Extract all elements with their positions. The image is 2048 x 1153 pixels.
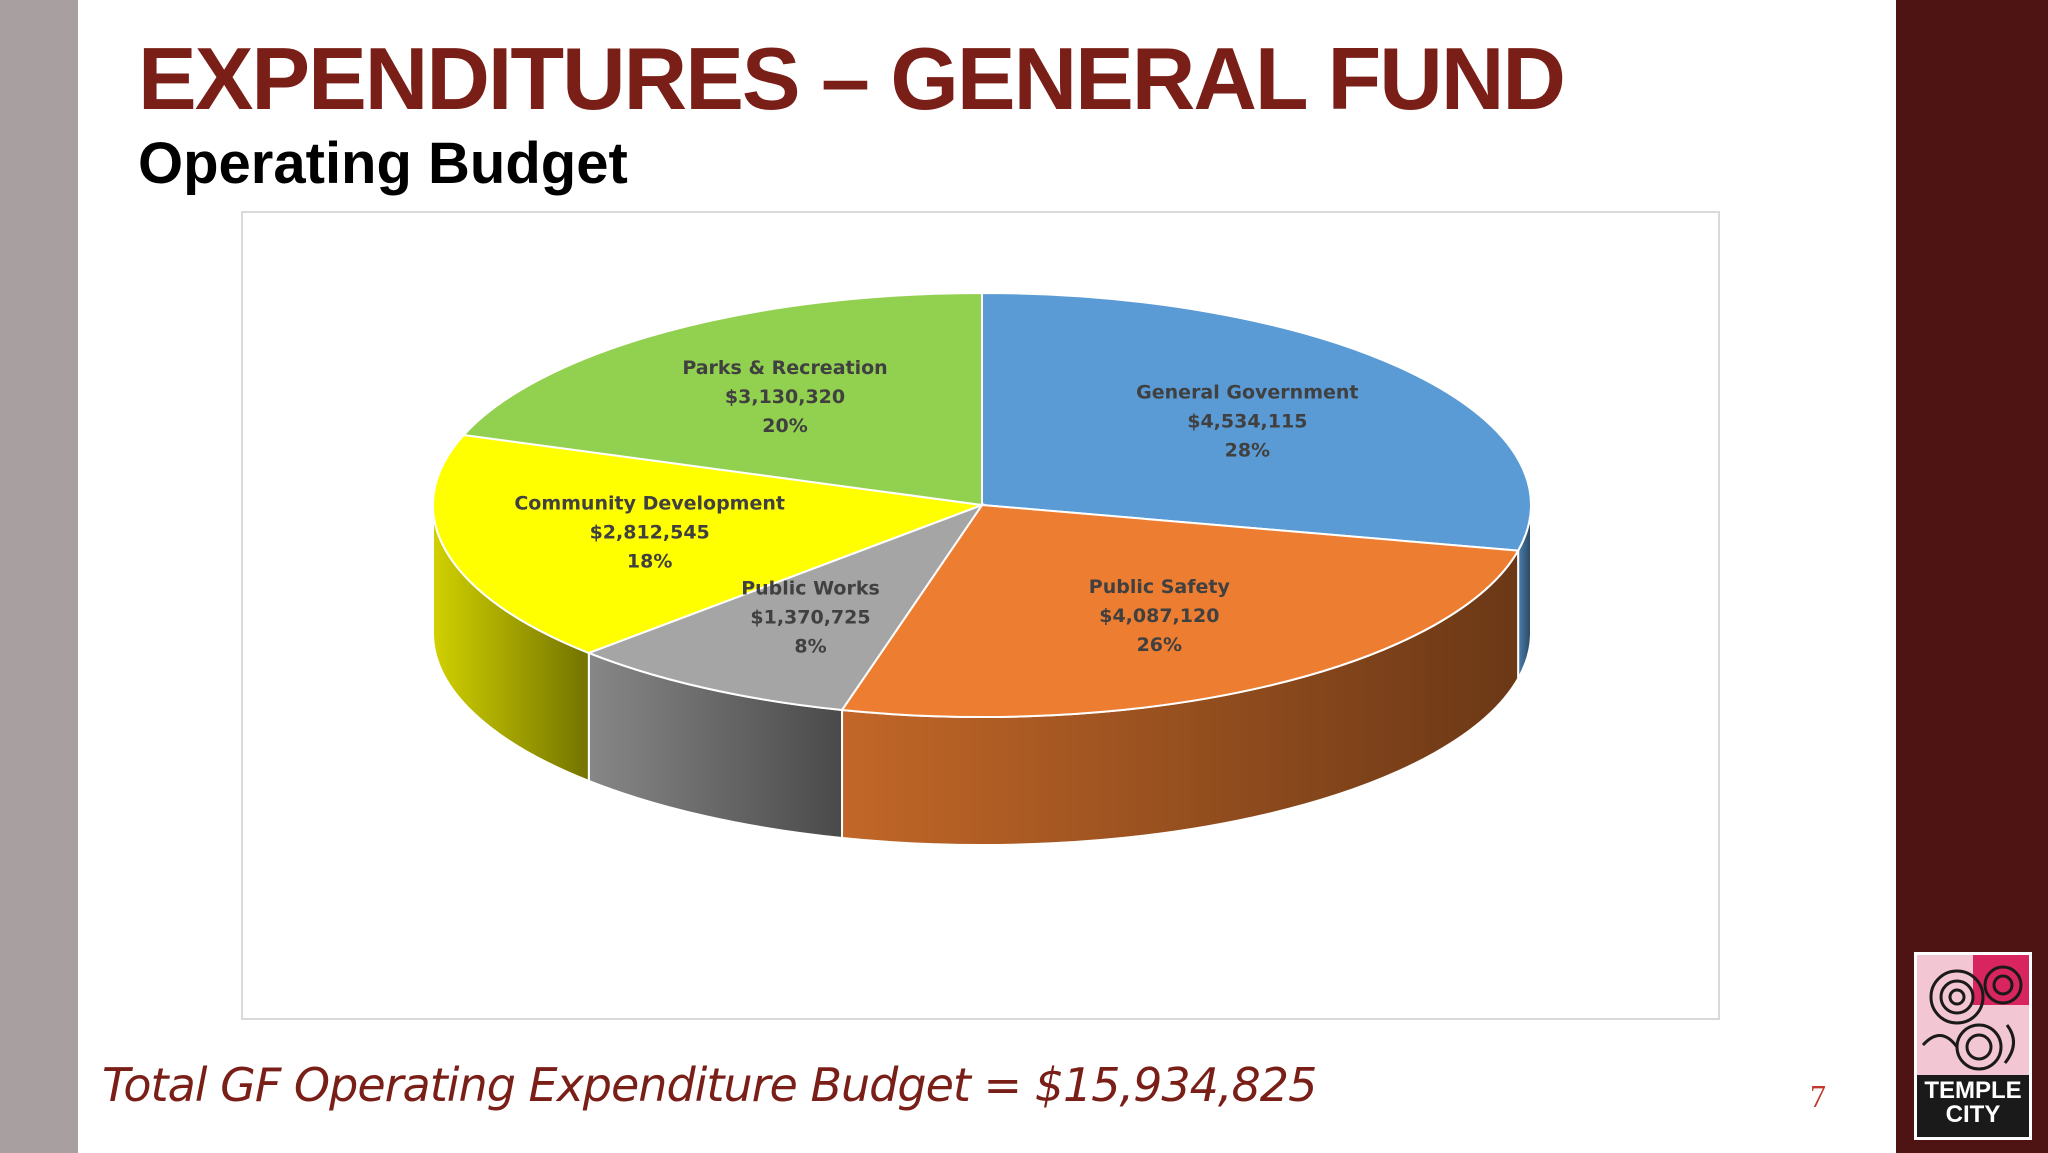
logo-text-city: CITY	[1945, 1101, 2001, 1128]
slide-title: EXPENDITURES – GENERAL FUND	[138, 29, 1566, 128]
page-number: 7	[1810, 1078, 1826, 1114]
chart-frame: General Government $4,534,115 28% Public Sa…	[241, 211, 1720, 1020]
rose-emblem-icon	[1917, 955, 2029, 1075]
left-decor-band	[0, 0, 78, 1153]
total-budget-text: Total GF Operating Expenditure Budget = …	[102, 1058, 1317, 1112]
logo-text-temple: TEMPLE	[1924, 1077, 2022, 1104]
pie-slice-public-safety	[840, 503, 1520, 718]
slide-subtitle: Operating Budget	[138, 131, 628, 196]
pie-label-general-government: General Government $4,534,115 28%	[1136, 382, 1358, 462]
pie-label-public-safety: Public Safety $4,087,120 26%	[1089, 576, 1231, 656]
pie-label-community-development: Community Development $2,812,545 18%	[514, 492, 785, 572]
pie-label-parks-recreation: Parks & Recreation $3,130,320 20%	[682, 357, 887, 437]
temple-city-logo: TEMPLE CITY	[1914, 952, 2032, 1140]
pie-label-public-works: Public Works $1,370,725 8%	[741, 578, 880, 658]
pie-slice-parks-recreation	[461, 291, 983, 507]
pie-slice-general-government	[981, 291, 1532, 552]
pie-chart: General Government $4,534,115 28% Public Sa…	[432, 291, 1532, 846]
pie-slice-community-development	[432, 433, 983, 655]
pie-slice-public-works	[586, 502, 985, 712]
